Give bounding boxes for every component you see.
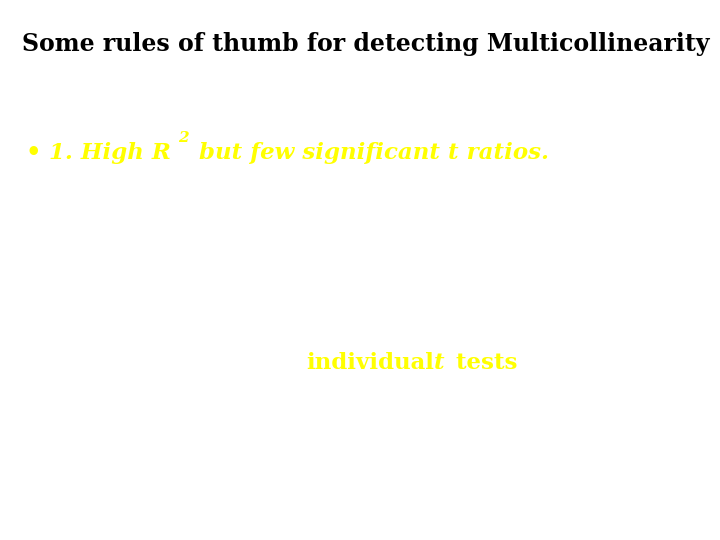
Text: individual: individual — [306, 352, 434, 374]
Text: show  that  none  or  very  few  of  the  partial  slope: show that none or very few of the partia… — [49, 402, 717, 424]
Text: R: R — [71, 200, 90, 222]
Text: If: If — [49, 200, 78, 222]
Text: is high, say, in excess of 0.8, the: is high, say, in excess of 0.8, the — [96, 200, 524, 222]
Text: Some rules of thumb for detecting Multicollinearity: Some rules of thumb for detecting Multic… — [22, 32, 709, 56]
Text: t: t — [434, 352, 445, 374]
Text: •: • — [25, 141, 41, 165]
Text: equal  to  zero,  but  the: equal to zero, but the — [49, 352, 364, 374]
Text: F: F — [495, 200, 512, 222]
Text: will: will — [522, 352, 584, 374]
Text: test in: test in — [508, 200, 598, 222]
Text: •: • — [25, 199, 41, 224]
Text: partial  slope  coefficients  are  simultaneously: partial slope coefficients are simultane… — [49, 301, 651, 323]
Text: 2: 2 — [86, 189, 96, 203]
Text: 2: 2 — [179, 131, 189, 145]
Text: 1. High R: 1. High R — [49, 142, 171, 164]
Text: tests: tests — [448, 352, 518, 374]
Text: most  cases  will  reject  the  hypothesis  that  the: most cases will reject the hypothesis th… — [49, 251, 686, 273]
Text: coefficients  are  statistically  different  from  zero.: coefficients are statistically different… — [49, 453, 705, 475]
Text: but few significant t ratios.: but few significant t ratios. — [191, 142, 549, 164]
